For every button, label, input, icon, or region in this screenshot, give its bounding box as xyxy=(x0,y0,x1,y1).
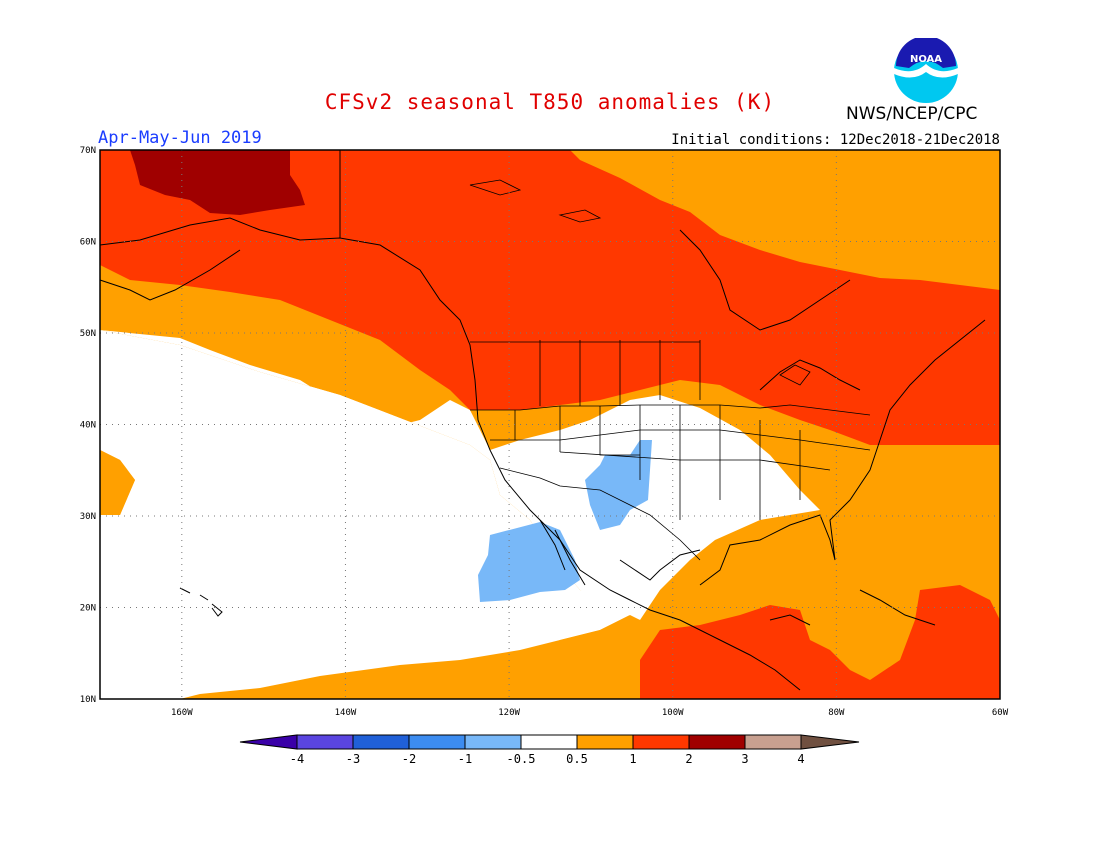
colorbar-label: 1 xyxy=(629,752,636,766)
lon-tick-label: 60W xyxy=(992,708,1009,718)
map-title: CFSv2 seasonal T850 anomalies (K) xyxy=(324,90,776,114)
colorbar-label: 0.5 xyxy=(566,752,588,766)
colorbar-box xyxy=(632,734,690,750)
colorbar-box xyxy=(296,734,354,750)
colorbar-label: -4 xyxy=(290,752,304,766)
borders xyxy=(470,340,871,561)
colorbar-label: 4 xyxy=(797,752,804,766)
map-frame xyxy=(99,149,1001,700)
lat-tick-label: 10N xyxy=(80,695,96,705)
lat-tick-label: 20N xyxy=(80,604,96,614)
lon-tick-label: 80W xyxy=(828,708,845,718)
lat-tick-label: 60N xyxy=(80,238,96,248)
colorbar-box xyxy=(744,734,802,750)
colorbar-label: -1 xyxy=(458,752,472,766)
lat-tick-label: 40N xyxy=(80,421,96,431)
lon-tick-label: 100W xyxy=(662,708,684,718)
colorbar-labels: -4 -3 -2 -1 -0.5 0.5 1 2 3 4 xyxy=(290,752,805,766)
colorbar-label: 2 xyxy=(685,752,692,766)
colorbar-label: 3 xyxy=(741,752,748,766)
colorbar-box xyxy=(352,734,410,750)
colorbar-box xyxy=(576,734,634,750)
lat-tick-label: 30N xyxy=(80,512,96,522)
graticule xyxy=(100,150,1000,699)
colorbar-box xyxy=(408,734,466,750)
initial-conditions: Initial conditions: 12Dec2018-21Dec2018 xyxy=(671,132,1000,148)
latitude-ticks: 10N 20N 30N 40N 50N 60N 70N xyxy=(80,146,96,705)
colorbar-label: -3 xyxy=(346,752,360,766)
organization-label: NWS/NCEP/CPC xyxy=(846,104,978,124)
colorbar-label: -0.5 xyxy=(507,752,536,766)
forecast-period: Apr-May-Jun 2019 xyxy=(98,128,262,148)
lat-tick-label: 70N xyxy=(80,146,96,156)
lon-tick-label: 140W xyxy=(335,708,357,718)
colorbar-arrow-high xyxy=(800,734,860,750)
lon-tick-label: 160W xyxy=(171,708,193,718)
lat-tick-label: 50N xyxy=(80,329,96,339)
lakes xyxy=(469,179,811,386)
colorbar-label: -2 xyxy=(402,752,416,766)
colorbar-box xyxy=(688,734,746,750)
lon-tick-label: 120W xyxy=(498,708,520,718)
logo-text: NOAA xyxy=(910,54,942,65)
coastlines xyxy=(99,150,986,691)
colorbar-box xyxy=(520,734,578,750)
colorbar-boxes xyxy=(239,734,860,750)
colorbar-box xyxy=(464,734,522,750)
colorbar-arrow-low xyxy=(239,734,298,750)
longitude-ticks: 160W 140W 120W 100W 80W 60W xyxy=(171,708,1009,718)
noaa-logo-icon: NOAA xyxy=(894,38,958,103)
